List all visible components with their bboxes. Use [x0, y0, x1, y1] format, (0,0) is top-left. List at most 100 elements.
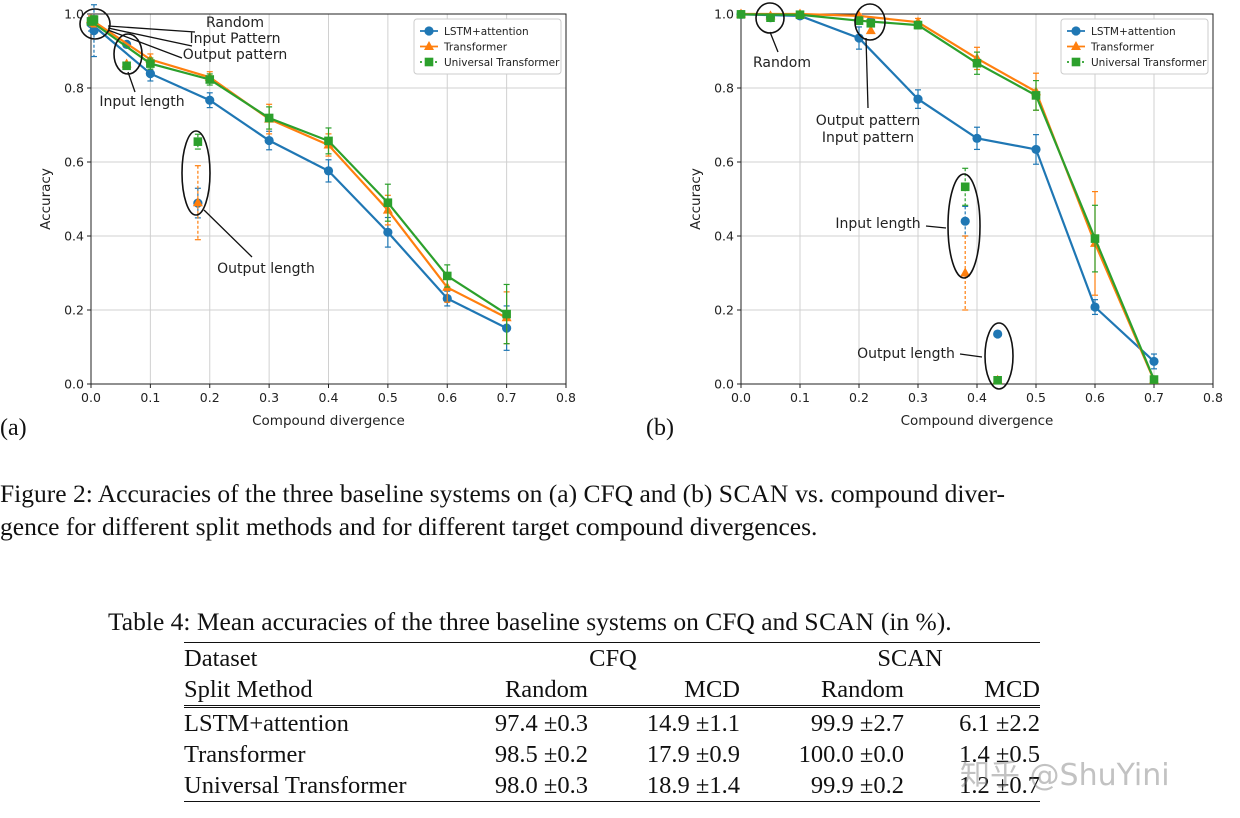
split-point [89, 26, 99, 36]
cell-scan-mcd: 1.4 ±0.5 [959, 741, 1040, 768]
x-tick-label: 0.0 [731, 390, 751, 405]
annotation-label: Input Pattern [189, 31, 280, 47]
x-tick-label: 0.3 [259, 390, 279, 405]
x-tick-label: 0.7 [1144, 390, 1164, 405]
split-point [993, 376, 1002, 385]
cell-scan-random: 99.9 ±2.7 [810, 710, 904, 737]
annotation-leader [769, 31, 779, 53]
row-name: Transformer [184, 741, 306, 768]
data-point [145, 68, 155, 79]
split-point [960, 267, 971, 277]
annotation-label: Output length [217, 261, 315, 277]
series-line [90, 18, 508, 319]
annotation-leader [925, 225, 947, 229]
data-point [205, 75, 215, 84]
data-point [1090, 302, 1100, 312]
annotation-label: Input length [99, 94, 184, 110]
header-cfq: CFQ [466, 642, 740, 674]
series-line [90, 20, 508, 315]
annotation-ellipse [947, 173, 981, 279]
split-point [89, 15, 99, 24]
data-point [383, 227, 393, 237]
data-point [913, 94, 923, 104]
split-point [960, 182, 970, 192]
annotation-leader [107, 29, 183, 59]
annotation-label: Input pattern [822, 130, 914, 146]
cell-cfq-mcd: 18.9 ±1.4 [588, 770, 740, 802]
x-axis-label: Compound divergence [252, 413, 405, 429]
annotation-ellipse [854, 3, 886, 41]
x-tick-label: 0.8 [556, 390, 576, 405]
figure-caption-text-end: vs. compound diver- [788, 479, 1005, 508]
data-point [1149, 356, 1159, 367]
legend-label: Transformer [443, 41, 508, 53]
table-header-row-2: Split Method Random MCD Random MCD [184, 674, 1040, 708]
x-tick-label: 0.1 [140, 390, 160, 405]
panel-label-a: (a) [0, 415, 27, 441]
y-tick-label: 0.2 [64, 303, 84, 318]
data-point [442, 271, 452, 281]
header-scan-random: Random [740, 674, 904, 708]
data-point [264, 113, 274, 123]
table-caption-scan: SCAN [804, 607, 875, 636]
row-name: LSTM+attention [184, 710, 349, 737]
data-point [736, 10, 746, 19]
cell-cfq-random: 97.4 ±0.3 [494, 710, 588, 737]
row-name: Universal Transformer [184, 770, 466, 802]
figure-caption-text: Figure 2: Accuracies of the three baseli… [0, 479, 719, 508]
split-point [993, 329, 1003, 339]
legend-box [1060, 18, 1209, 75]
annotation-leader [959, 353, 983, 358]
table-caption-end: (in %). [874, 607, 952, 636]
header-scan-mcd: MCD [904, 674, 1040, 708]
annotation-ellipse [181, 130, 211, 216]
y-tick-label: 0.0 [64, 377, 84, 392]
x-tick-label: 0.1 [790, 390, 810, 405]
annotation-ellipse [984, 322, 1014, 390]
series-line [740, 13, 1155, 363]
legend-label: Universal Transformer [444, 57, 560, 69]
series-line [740, 13, 1156, 380]
y-tick-label: 0.4 [64, 229, 84, 244]
figure-caption-line2: gence for different split methods and fo… [0, 512, 818, 541]
data-point [854, 16, 864, 25]
split-point [866, 18, 876, 28]
split-point [766, 13, 775, 22]
annotation-ellipse [79, 8, 111, 40]
legend-marker [1071, 57, 1081, 67]
y-axis-label: Accuracy [38, 168, 54, 230]
y-tick-label: 0.8 [714, 81, 734, 96]
cell-cfq-mcd: 14.9 ±1.1 [646, 710, 740, 737]
cell-cfq-mcd: 17.9 ±0.9 [646, 741, 740, 768]
data-point [146, 59, 155, 68]
annotation-leader [107, 25, 196, 33]
cell-scan-mcd: 6.1 ±2.2 [959, 710, 1040, 737]
legend-box [413, 18, 562, 75]
legend-label: Transformer [1090, 41, 1155, 53]
annotation-label: Output pattern [183, 47, 288, 63]
x-tick-label: 0.8 [1203, 390, 1223, 405]
annotation-leader [107, 27, 193, 47]
table-caption: Table 4: Mean accuracies of the three ba… [108, 607, 952, 637]
split-point [865, 25, 876, 35]
y-tick-label: 0.8 [64, 81, 84, 96]
x-tick-label: 0.7 [497, 390, 517, 405]
x-tick-label: 0.6 [437, 390, 457, 405]
figure-caption-scan: SCAN [718, 479, 789, 508]
y-tick-label: 1.0 [714, 7, 734, 22]
split-point [193, 137, 203, 146]
chart-panel-a: 0.0 0.1 0.2 0.3 0.4 0.5 0.6 0.7 0.8 0.0 0.2 0.4 0.6 0… [38, 4, 576, 429]
data-point [1149, 375, 1159, 384]
annotation-label: Random [206, 15, 264, 31]
y-tick-label: 0.6 [64, 155, 84, 170]
y-tick-label: 0.2 [714, 303, 734, 318]
x-tick-label: 0.0 [81, 390, 101, 405]
plot-frame [740, 13, 1214, 385]
data-point [264, 135, 274, 146]
data-point [1031, 91, 1041, 100]
watermark: 知乎 @ShuYini [960, 758, 1170, 793]
legend-label: Universal Transformer [1091, 57, 1207, 69]
annotation-leader [203, 209, 253, 258]
results-table: Dataset CFQ SCAN Split Method Random MCD… [184, 642, 1040, 802]
x-tick-label: 0.4 [319, 390, 339, 405]
